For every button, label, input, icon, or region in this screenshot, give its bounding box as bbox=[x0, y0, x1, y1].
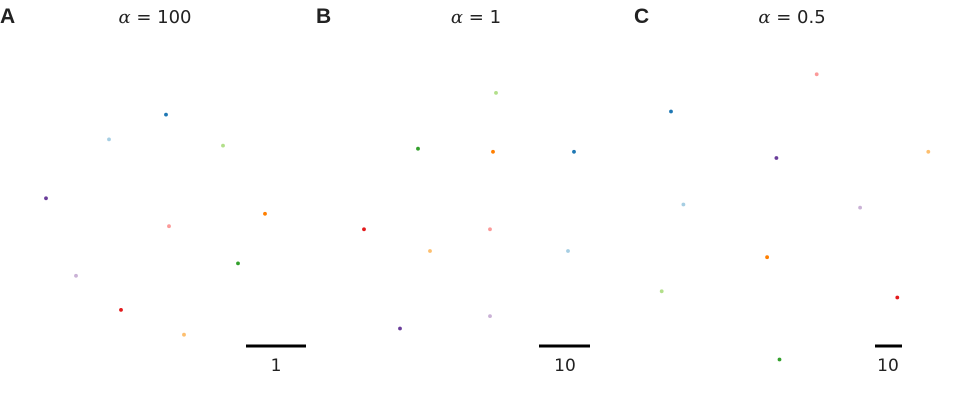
panel-b-cluster-3-point bbox=[572, 149, 576, 154]
panel-b-cluster-9-point bbox=[488, 314, 492, 318]
panel-a: A α = 100 1 bbox=[0, 5, 306, 376]
panel-a-title-symbol: α bbox=[118, 7, 130, 28]
panel-b: B α = 1 10 bbox=[316, 5, 590, 376]
panel-c-cluster-0-point bbox=[669, 109, 673, 114]
panel-b-cluster-6-point bbox=[488, 227, 492, 232]
panel-a-cluster-1-point bbox=[164, 112, 168, 117]
panel-b-cluster-7-point bbox=[566, 249, 570, 253]
panel-b-points bbox=[362, 91, 576, 331]
panel-a-cluster-0-point bbox=[107, 137, 111, 142]
panel-a-cluster-5-point bbox=[119, 308, 123, 312]
panel-b-scale-label: 10 bbox=[554, 356, 576, 376]
panel-c-cluster-1-point bbox=[814, 72, 819, 77]
panel-b-cluster-5-point bbox=[428, 249, 432, 253]
panel-c-cluster-2-point bbox=[774, 156, 779, 160]
panel-a-title: α = 100 bbox=[118, 7, 191, 28]
panel-b-cluster-0-point bbox=[494, 91, 498, 95]
panel-a-cluster-3-point bbox=[236, 261, 240, 266]
panel-a-cluster-9-point bbox=[44, 196, 48, 201]
panel-b-cluster-2-point bbox=[491, 149, 495, 154]
panel-c-letter: C bbox=[634, 5, 649, 28]
panel-c-cluster-8-point bbox=[659, 289, 664, 294]
panel-c-cluster-4-point bbox=[681, 202, 686, 207]
panel-a-cluster-7-point bbox=[263, 211, 267, 216]
panel-a-title-value: = 100 bbox=[131, 7, 192, 28]
panel-c-scale-label: 10 bbox=[877, 356, 899, 376]
panel-a-cluster-2-point bbox=[221, 143, 225, 148]
panel-a-letter: A bbox=[0, 5, 15, 28]
panel-a-scale-label: 1 bbox=[271, 356, 282, 376]
panel-a-cluster-6-point bbox=[182, 332, 186, 337]
panel-c-title-symbol: α bbox=[758, 7, 770, 28]
panel-c-points bbox=[659, 72, 931, 362]
panel-c-cluster-7-point bbox=[895, 295, 900, 300]
panel-b-title: α = 1 bbox=[451, 7, 501, 28]
panel-b-cluster-4-point bbox=[362, 227, 366, 232]
panel-c-cluster-3-point bbox=[926, 149, 931, 154]
panel-b-cluster-8-point bbox=[398, 326, 402, 331]
panel-c-title: α = 0.5 bbox=[758, 7, 825, 28]
panel-c-title-value: = 0.5 bbox=[771, 7, 826, 28]
panel-b-title-value: = 1 bbox=[463, 7, 501, 28]
panel-b-title-symbol: α bbox=[451, 7, 463, 28]
panel-a-cluster-8-point bbox=[74, 273, 78, 278]
panel-a-points bbox=[44, 112, 267, 337]
panel-b-letter: B bbox=[316, 5, 331, 28]
panel-b-cluster-1-point bbox=[416, 146, 420, 151]
panel-c-cluster-5-point bbox=[858, 205, 862, 210]
panel-a-cluster-4-point bbox=[167, 224, 171, 229]
panel-c-cluster-6-point bbox=[765, 255, 769, 260]
panel-c-cluster-9-point bbox=[777, 357, 782, 362]
panel-c: C α = 0.5 10 bbox=[634, 5, 931, 376]
